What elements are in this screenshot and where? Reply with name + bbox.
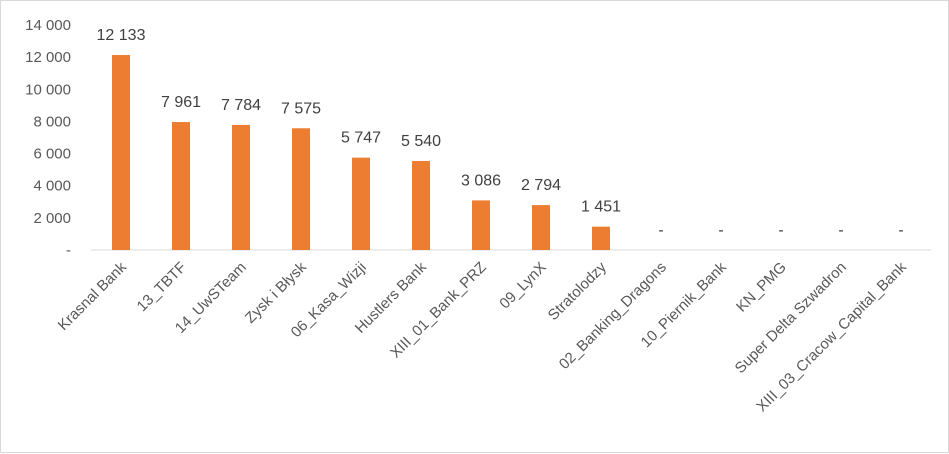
y-tick-label: 8 000: [33, 113, 71, 130]
data-label: -: [838, 222, 843, 239]
x-category-label: KN_PMG: [733, 259, 790, 316]
data-label: 7 961: [161, 94, 201, 111]
data-label: 2 794: [521, 177, 561, 194]
bar: [592, 226, 610, 250]
bar: [412, 160, 430, 250]
bar: [112, 55, 130, 250]
y-tick-label: 4 000: [33, 178, 71, 195]
x-category-label: 09_LynX: [496, 259, 550, 313]
data-label: -: [898, 222, 903, 239]
x-category-label: Super Delta Szwadron: [732, 259, 850, 377]
bar: [172, 122, 190, 250]
data-label: 5 540: [401, 133, 441, 150]
y-tick-label: 10 000: [25, 81, 71, 98]
data-label: -: [658, 222, 663, 239]
data-label: 7 575: [281, 100, 321, 117]
data-label: 5 747: [341, 130, 381, 147]
y-tick-label: -: [66, 242, 71, 259]
y-tick-label: 14 000: [25, 17, 71, 34]
data-label: 12 133: [97, 27, 146, 44]
bar: [532, 205, 550, 250]
bar: [292, 128, 310, 250]
data-label: 3 086: [461, 172, 501, 189]
x-category-label: Krasnal Bank: [55, 258, 130, 333]
y-tick-label: 12 000: [25, 49, 71, 66]
y-tick-label: 6 000: [33, 146, 71, 163]
bar: [352, 157, 370, 250]
data-label: -: [718, 222, 723, 239]
x-category-label: 02_Banking_Dragons: [556, 259, 670, 373]
bar: [472, 200, 490, 250]
data-label: 7 784: [221, 97, 261, 114]
data-label: -: [778, 222, 783, 239]
data-label: 1 451: [581, 199, 621, 216]
x-category-label: Stratolodzy: [545, 258, 610, 323]
x-category-label: 13_TBTF: [134, 259, 190, 315]
y-tick-label: 2 000: [33, 210, 71, 227]
bar: [232, 124, 250, 250]
